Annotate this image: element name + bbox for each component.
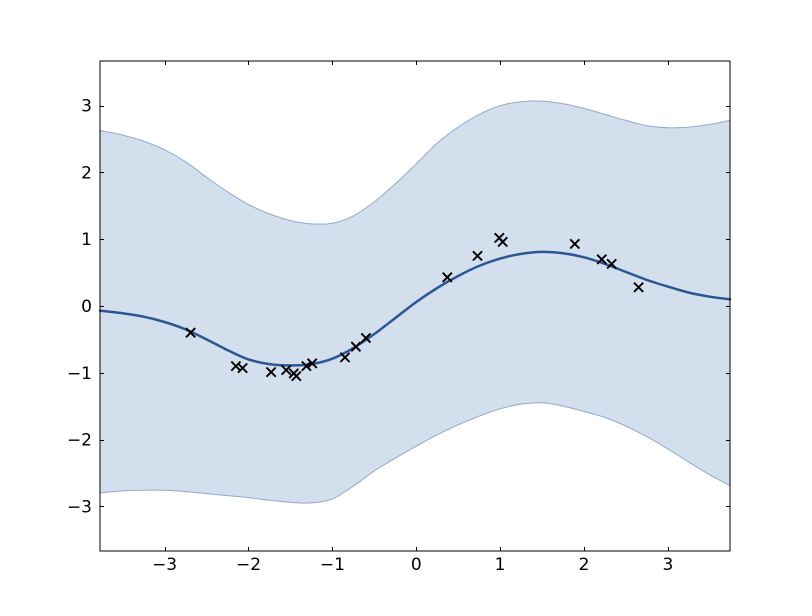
x-marker bbox=[569, 238, 581, 250]
y-tick-label: −1 bbox=[67, 364, 92, 384]
axes-layer bbox=[99, 60, 731, 552]
mean-curve bbox=[98, 250, 732, 367]
x-marker bbox=[237, 362, 248, 374]
x-marker bbox=[280, 364, 292, 376]
x-marker bbox=[606, 258, 617, 270]
x-marker bbox=[472, 250, 483, 262]
x-marker bbox=[230, 360, 242, 372]
x-marker bbox=[291, 370, 302, 382]
x-marker bbox=[339, 352, 351, 363]
x-marker bbox=[633, 282, 644, 293]
x-tick-label: 0 bbox=[411, 555, 422, 575]
x-marker bbox=[265, 366, 277, 378]
y-tick-label: −3 bbox=[67, 497, 92, 517]
x-marker bbox=[301, 360, 312, 372]
x-tick-label: 2 bbox=[579, 555, 590, 575]
y-tick-label: 0 bbox=[81, 297, 92, 317]
y-tick-label: 1 bbox=[81, 230, 92, 250]
x-tick-label: −2 bbox=[236, 555, 261, 575]
x-tick-label: 3 bbox=[662, 555, 673, 575]
x-tick-label: −1 bbox=[320, 555, 345, 575]
tick-labels-layer: −3 −2 −1 0 1 2 3 −3 −2 −1 0 1 2 3 bbox=[67, 97, 673, 575]
data-points-layer bbox=[185, 232, 644, 382]
x-marker bbox=[185, 327, 196, 338]
x-marker bbox=[306, 358, 318, 369]
x-marker bbox=[360, 332, 372, 344]
y-tick-label: −2 bbox=[67, 431, 92, 451]
mean-curve-layer bbox=[98, 250, 732, 367]
x-marker bbox=[442, 272, 453, 283]
x-marker bbox=[596, 254, 607, 265]
x-tick-label: −3 bbox=[152, 555, 177, 575]
x-tick-label: 1 bbox=[495, 555, 506, 575]
y-tick-label: 2 bbox=[81, 164, 92, 184]
x-marker bbox=[350, 341, 362, 352]
y-tick-label: 3 bbox=[81, 97, 92, 117]
x-marker bbox=[497, 236, 508, 248]
